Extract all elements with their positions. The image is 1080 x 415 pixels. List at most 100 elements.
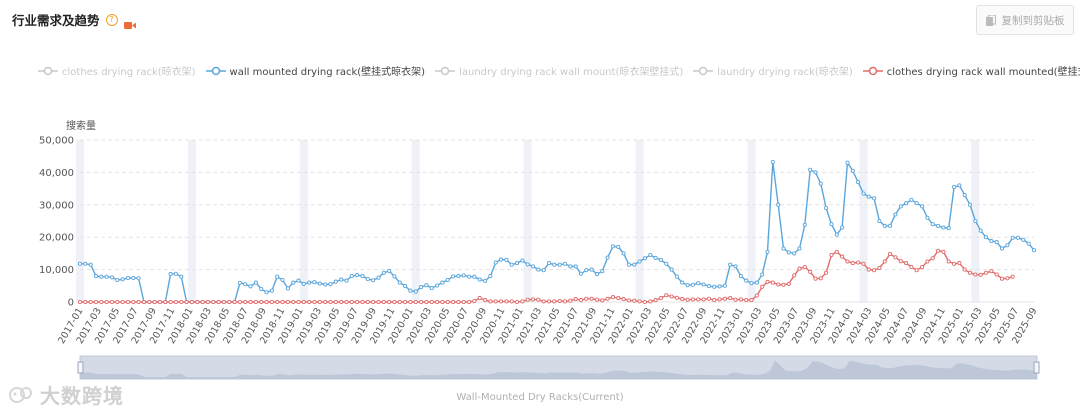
legend-item-4[interactable]: clothes drying rack wall mounted(壁挂式晾衣架) — [862, 63, 1080, 78]
legend-label: laundry drying rack(晾衣架) — [717, 67, 853, 78]
data-point — [792, 273, 797, 278]
x-tick-label: 2025-09 — [1010, 306, 1039, 346]
data-point — [685, 283, 690, 288]
y-tick-label: 50,000 — [39, 136, 74, 147]
data-point — [850, 168, 855, 173]
data-point — [621, 297, 626, 302]
data-point — [477, 296, 482, 301]
data-point — [994, 240, 999, 245]
video-icon[interactable] — [123, 15, 136, 29]
data-point — [888, 223, 893, 228]
data-point — [184, 299, 189, 305]
data-point — [1031, 248, 1037, 253]
data-point — [99, 299, 104, 305]
data-point — [776, 282, 781, 287]
data-point — [163, 299, 168, 305]
data-point — [264, 290, 269, 295]
january-band — [187, 140, 196, 302]
x-tick-label: 2020-03 — [405, 306, 434, 346]
data-point — [1005, 276, 1010, 281]
data-point — [626, 262, 631, 267]
copy-to-clipboard-button[interactable]: 复制到剪贴板 — [976, 5, 1074, 35]
data-point — [435, 283, 440, 288]
datazoom-left-handle[interactable] — [77, 361, 84, 374]
data-point — [648, 252, 653, 258]
data-point — [200, 299, 205, 305]
data-point — [115, 299, 120, 305]
data-point — [536, 297, 541, 302]
data-point — [653, 298, 658, 303]
data-point — [264, 299, 269, 305]
series-line-0 — [80, 160, 1035, 303]
watermark-text: 大数跨境 — [40, 384, 124, 408]
january-band — [971, 140, 980, 302]
data-point — [658, 296, 663, 301]
data-point — [936, 248, 941, 253]
x-tick-label: 2020-11 — [478, 306, 507, 346]
datazoom-right-handle[interactable] — [1033, 361, 1040, 374]
x-tick-label: 2021-07 — [552, 306, 581, 346]
data-point — [328, 299, 333, 305]
data-point — [930, 256, 935, 261]
data-point — [914, 268, 919, 273]
datazoom-preview-area — [80, 360, 1037, 379]
data-point — [131, 275, 136, 281]
watermark: 大数跨境 — [8, 380, 124, 409]
legend-item-3[interactable]: laundry drying rack(晾衣架) — [693, 63, 853, 78]
data-point — [440, 280, 445, 285]
x-tick-label: 2017-09 — [130, 306, 159, 346]
x-tick-label: 2023-07 — [772, 306, 801, 346]
x-tick-label: 2018-11 — [258, 306, 287, 346]
data-point — [973, 272, 978, 277]
data-point — [424, 283, 429, 288]
x-tick-label: 2025-01 — [937, 306, 966, 346]
data-point — [275, 274, 280, 279]
data-point — [360, 299, 365, 305]
legend-item-2[interactable]: laundry drying rack wall mount(晾衣架壁挂式) — [435, 63, 683, 78]
data-point — [728, 296, 733, 301]
data-point — [744, 298, 749, 303]
x-tick-label: 2018-07 — [221, 306, 250, 346]
data-point — [163, 299, 168, 305]
data-point — [685, 297, 690, 302]
january-band — [523, 140, 532, 302]
x-tick-label: 2017-01 — [56, 306, 85, 346]
data-point — [967, 270, 973, 275]
legend-item-0[interactable]: clothes drying rack(晾衣架) — [38, 63, 196, 78]
data-point — [339, 277, 344, 282]
data-point — [77, 299, 83, 305]
data-point — [205, 299, 210, 305]
january-band — [859, 140, 868, 302]
data-point — [168, 299, 173, 305]
data-point — [973, 218, 978, 224]
data-point — [109, 275, 115, 280]
data-point — [93, 299, 99, 305]
help-icon[interactable]: ? — [105, 13, 118, 26]
data-point — [962, 193, 967, 198]
data-point — [792, 251, 797, 256]
data-point — [349, 274, 354, 279]
data-point — [253, 280, 258, 285]
data-point — [141, 299, 147, 305]
data-point — [813, 276, 818, 281]
data-point — [882, 223, 887, 228]
data-point — [483, 278, 488, 283]
data-point — [605, 296, 610, 301]
data-point — [248, 284, 253, 289]
data-point — [488, 274, 493, 279]
legend-item-1[interactable]: wall mounted drying rack(壁挂式晾衣架) — [205, 63, 426, 78]
data-point — [568, 264, 573, 269]
legend-label: wall mounted drying rack(壁挂式晾衣架) — [229, 67, 426, 78]
x-tick-label: 2025-03 — [955, 306, 984, 346]
data-point — [802, 264, 807, 270]
data-point — [733, 264, 738, 269]
data-point — [568, 298, 573, 303]
data-point — [1010, 274, 1015, 279]
data-point — [147, 299, 152, 305]
data-point — [765, 279, 770, 284]
data-point — [232, 299, 237, 305]
data-point — [397, 299, 402, 305]
data-point — [957, 261, 962, 266]
data-point — [136, 299, 141, 305]
data-point — [861, 191, 866, 196]
